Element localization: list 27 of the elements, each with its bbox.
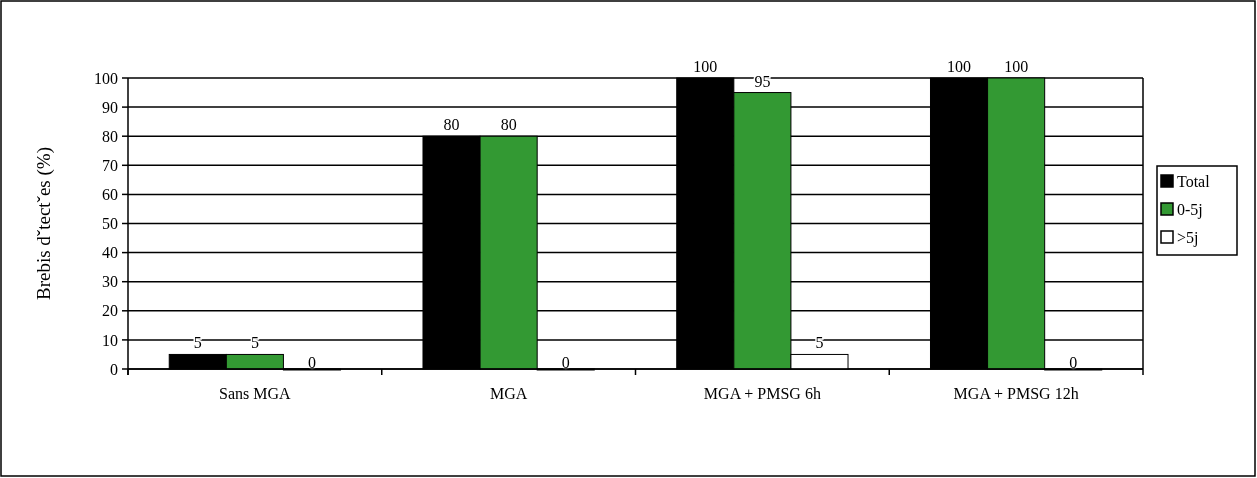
data-label: 0 (307, 354, 316, 371)
y-tick-label: 0 (110, 360, 118, 378)
data-label: 80 (443, 116, 460, 134)
x-tick-label: MGA + PMSG 6h (703, 385, 821, 402)
legend-label: >5j (1177, 228, 1199, 247)
y-tick-label: 40 (102, 244, 118, 262)
y-tick-label: 90 (102, 98, 118, 116)
x-tick-label: MGA (489, 385, 528, 402)
data-label: 80 (500, 116, 517, 134)
legend-label: Total (1177, 172, 1211, 190)
data-label: 100 (1004, 58, 1029, 75)
y-tick-label: 20 (102, 302, 118, 320)
y-tick-label: 60 (102, 186, 118, 203)
data-label: 100 (693, 58, 718, 75)
data-label: 0 (561, 354, 570, 371)
data-label: 100 (947, 58, 972, 75)
y-axis-title: Brebis dˇtectˇes (%) (33, 147, 55, 300)
x-tick-label: MGA + PMSG 12h (953, 385, 1079, 402)
y-tick-label: 100 (94, 69, 118, 87)
y-tick-label: 50 (102, 215, 118, 233)
legend-label: 0-5j (1177, 200, 1203, 219)
y-tick-label: 10 (102, 331, 118, 349)
y-tick-label: 70 (102, 156, 118, 174)
y-tick-label: 80 (102, 127, 118, 145)
x-tick-label: Sans MGA (219, 385, 292, 402)
data-label: 0 (1069, 354, 1078, 371)
y-tick-label: 30 (102, 273, 118, 291)
